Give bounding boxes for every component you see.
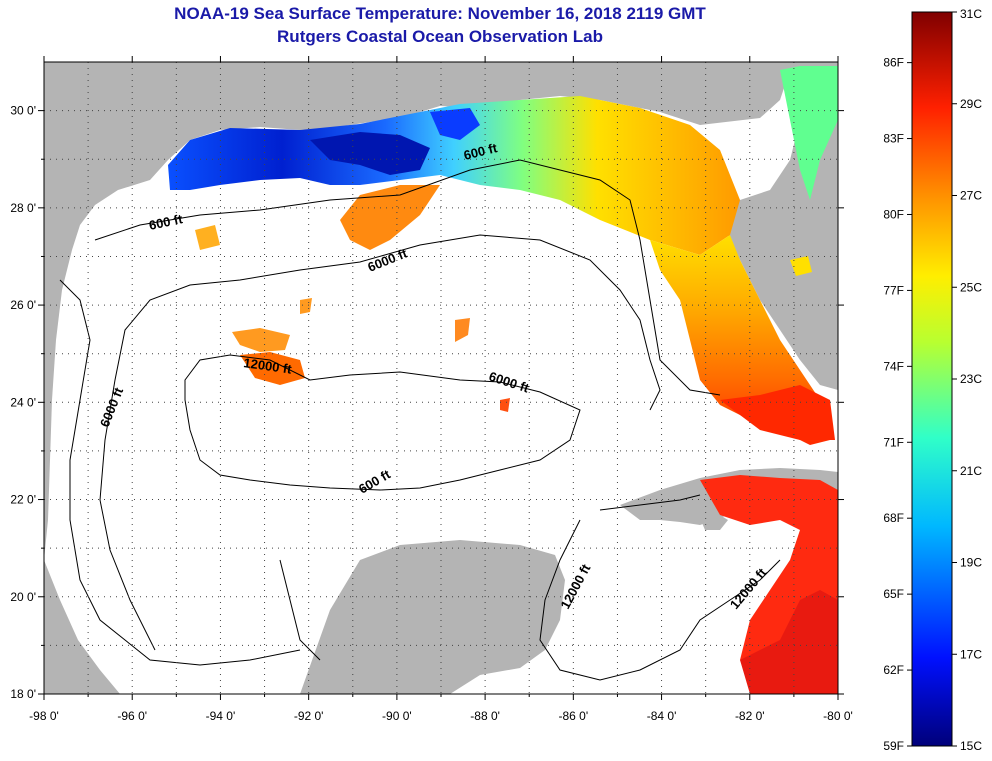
- colorbar-f-label: 68F: [883, 511, 904, 525]
- lon-tick-label: -84 0': [647, 709, 677, 723]
- lat-tick-label: 30 0': [10, 104, 36, 118]
- lat-lon-grid: [44, 62, 838, 694]
- lat-tick-label: 26 0': [10, 298, 36, 312]
- lon-tick-label: -92 0': [294, 709, 324, 723]
- colorbar-c-label: 19C: [960, 556, 982, 570]
- lat-tick-label: 24 0': [10, 395, 36, 409]
- lon-tick-label: -94 0': [206, 709, 236, 723]
- lon-tick-label: -86 0': [559, 709, 589, 723]
- colorbar-c-label: 17C: [960, 647, 982, 661]
- map-subtitle: Rutgers Coastal Ocean Observation Lab: [277, 27, 603, 46]
- colorbar-c-label: 21C: [960, 464, 982, 478]
- colorbar-f-label: 80F: [883, 207, 904, 221]
- lon-tick-label: -80 0': [823, 709, 853, 723]
- lon-tick-label: -96 0': [117, 709, 147, 723]
- lon-tick-label: -82 0': [735, 709, 765, 723]
- contour-label-12000ft-1: 12000 ft: [243, 355, 294, 377]
- colorbar-f-label: 77F: [883, 283, 904, 297]
- lon-tick-label: -90 0': [382, 709, 412, 723]
- colorbar-f-label: 83F: [883, 132, 904, 146]
- colorbar-c-label: 15C: [960, 739, 982, 753]
- colorbar-gradient: [911, 11, 953, 747]
- colorbar-c-label: 29C: [960, 97, 982, 111]
- colorbar: 86F 83F 80F 77F 74F 71F 68F 65F 62F 59F 31C 29C 27C…: [883, 7, 982, 753]
- colorbar-c-label: 27C: [960, 189, 982, 203]
- bathymetry-contours: [59, 159, 781, 681]
- colorbar-f-label: 71F: [883, 435, 904, 449]
- colorbar-f-label: 65F: [883, 587, 904, 601]
- colorbar-c-label: 31C: [960, 7, 982, 21]
- lat-tick-label: 18 0': [10, 687, 36, 701]
- colorbar-f-label: 59F: [883, 739, 904, 753]
- lat-tick-label: 20 0': [10, 590, 36, 604]
- colorbar-c-label: 25C: [960, 280, 982, 294]
- lon-tick-label: -98 0': [29, 709, 59, 723]
- contour-label-600ft-1: 600 ft: [148, 211, 185, 233]
- lon-tick-label: -88 0': [470, 709, 500, 723]
- colorbar-f-label: 62F: [883, 663, 904, 677]
- longitude-axis: -98 0' -96 0' -94 0' -92 0' -90 0' -88 0' -86 …: [29, 56, 853, 723]
- colorbar-celsius-labels: 31C 29C 27C 25C 23C 21C 19C 17C 15C: [952, 7, 982, 753]
- lat-tick-label: 22 0': [10, 493, 36, 507]
- lat-tick-label: 28 0': [10, 201, 36, 215]
- colorbar-c-label: 23C: [960, 372, 982, 386]
- colorbar-f-label: 86F: [883, 56, 904, 70]
- colorbar-f-label: 74F: [883, 359, 904, 373]
- latitude-axis: 30 0' 28 0' 26 0' 24 0' 22 0' 20 0' 18 0': [10, 104, 844, 701]
- colorbar-fahrenheit-labels: 86F 83F 80F 77F 74F 71F 68F 65F 62F 59F: [883, 56, 912, 753]
- map-title: NOAA-19 Sea Surface Temperature: Novembe…: [174, 4, 706, 23]
